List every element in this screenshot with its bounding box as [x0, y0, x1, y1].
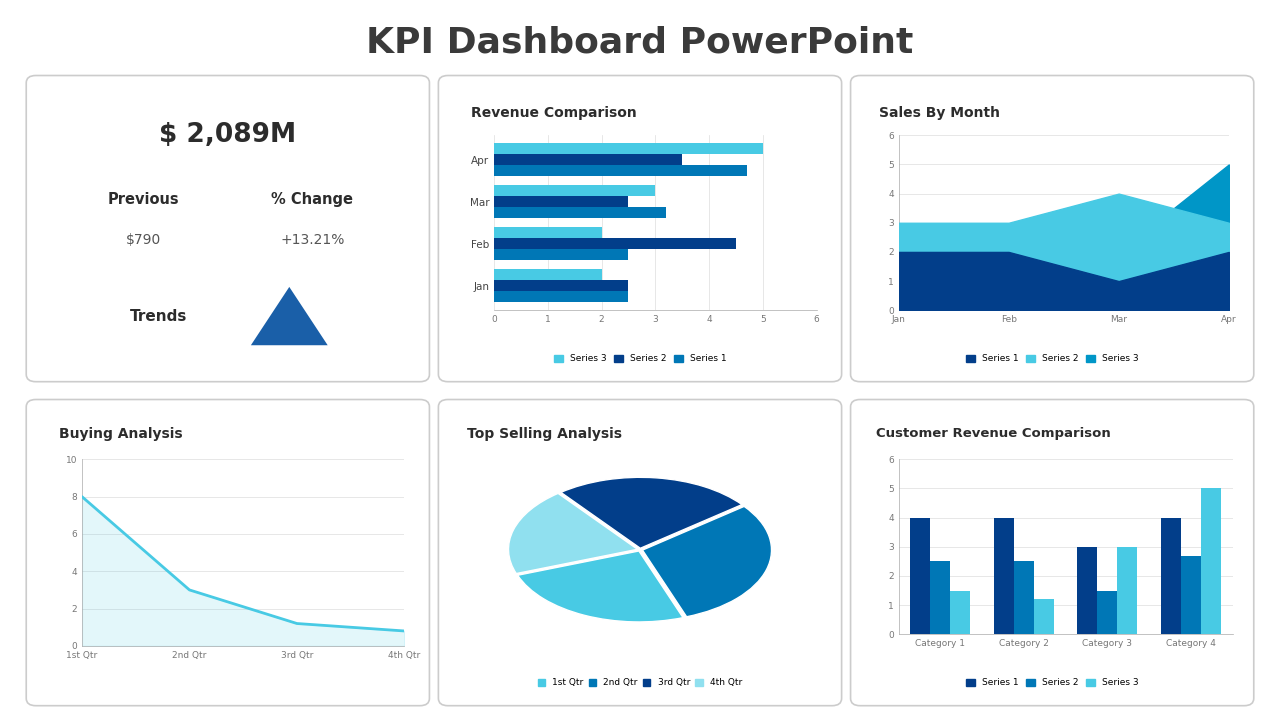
Polygon shape — [251, 287, 328, 345]
Bar — [494, 292, 628, 302]
Legend: Series 1, Series 2, Series 3: Series 1, Series 2, Series 3 — [963, 675, 1142, 691]
Bar — [494, 269, 602, 280]
Bar — [1014, 562, 1034, 634]
FancyBboxPatch shape — [851, 76, 1253, 382]
Bar — [494, 280, 628, 292]
Bar — [950, 590, 970, 634]
FancyBboxPatch shape — [438, 76, 842, 382]
Bar — [494, 165, 746, 176]
Wedge shape — [508, 493, 637, 574]
Bar — [494, 185, 655, 197]
Text: Trends: Trends — [131, 309, 187, 323]
Text: +13.21%: +13.21% — [280, 233, 344, 247]
Legend: Series 1, Series 2, Series 3: Series 1, Series 2, Series 3 — [963, 351, 1142, 367]
Text: $790: $790 — [125, 233, 161, 247]
Text: Buying Analysis: Buying Analysis — [59, 427, 183, 441]
Bar — [1181, 556, 1201, 634]
Wedge shape — [517, 551, 684, 622]
Bar — [1117, 546, 1138, 634]
Bar — [1161, 518, 1181, 634]
Legend: Series 3, Series 2, Series 1: Series 3, Series 2, Series 1 — [550, 351, 730, 367]
Text: % Change: % Change — [271, 192, 353, 207]
Text: $ 2,089M: $ 2,089M — [159, 122, 297, 148]
Bar — [1078, 546, 1097, 634]
Bar — [1097, 590, 1117, 634]
Bar — [931, 562, 950, 634]
Legend: 1st Qtr, 2nd Qtr, 3rd Qtr, 4th Qtr: 1st Qtr, 2nd Qtr, 3rd Qtr, 4th Qtr — [534, 675, 746, 691]
Bar — [494, 197, 628, 207]
Bar — [494, 249, 628, 260]
FancyBboxPatch shape — [27, 76, 430, 382]
FancyBboxPatch shape — [27, 400, 430, 706]
Wedge shape — [643, 506, 772, 617]
Bar — [494, 154, 682, 165]
Bar — [494, 143, 763, 154]
Text: Customer Revenue Comparison: Customer Revenue Comparison — [876, 427, 1110, 440]
Bar — [1034, 599, 1053, 634]
Text: Sales By Month: Sales By Month — [879, 106, 1001, 120]
Bar — [494, 228, 602, 238]
Text: KPI Dashboard PowerPoint: KPI Dashboard PowerPoint — [366, 25, 914, 59]
Text: Previous: Previous — [108, 192, 179, 207]
Bar — [494, 207, 666, 218]
Text: Revenue Comparison: Revenue Comparison — [471, 106, 636, 120]
FancyBboxPatch shape — [438, 400, 842, 706]
FancyBboxPatch shape — [851, 400, 1253, 706]
Bar — [494, 238, 736, 249]
Wedge shape — [561, 477, 742, 548]
Bar — [1201, 488, 1221, 634]
Bar — [993, 518, 1014, 634]
Bar — [910, 518, 931, 634]
Text: Top Selling Analysis: Top Selling Analysis — [467, 427, 622, 441]
